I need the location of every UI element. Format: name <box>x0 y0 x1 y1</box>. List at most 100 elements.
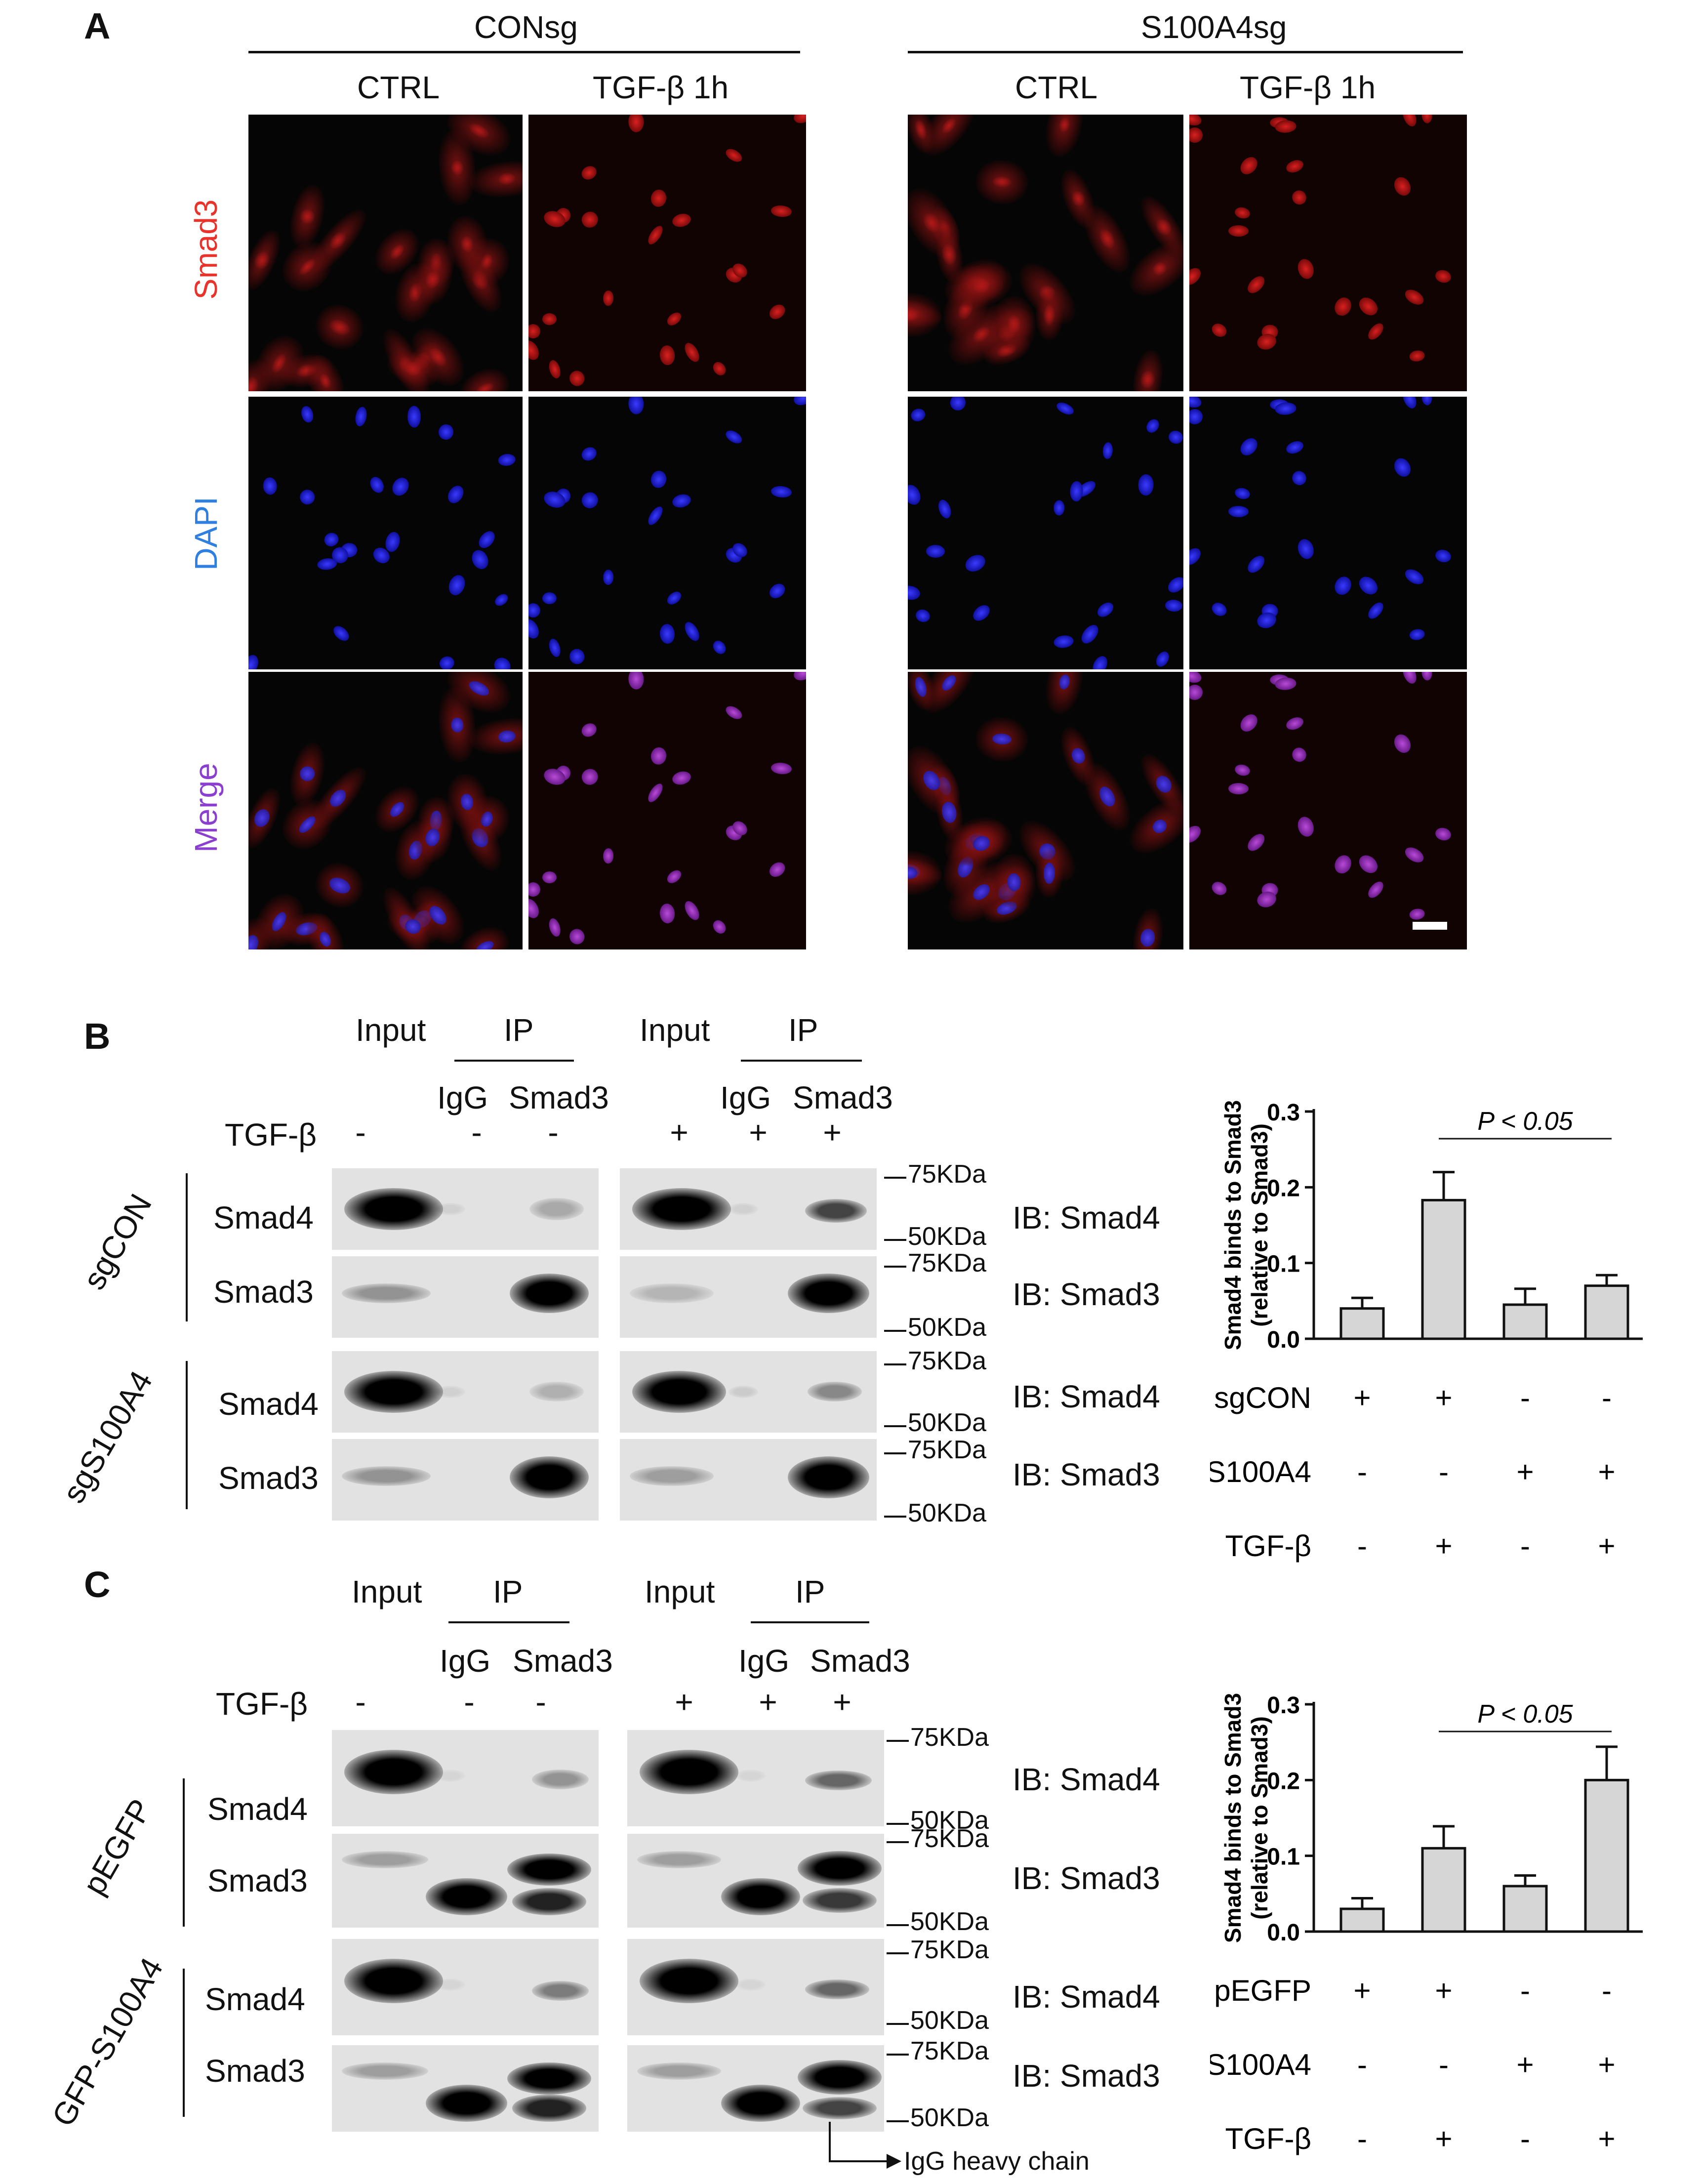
chart-c-condition-mark: + <box>1598 2122 1615 2155</box>
b-band <box>729 1386 758 1398</box>
c-blot-strip <box>627 2045 884 2132</box>
chart-c-bar <box>1339 1907 1385 1933</box>
micrograph-1-2 <box>908 397 1183 669</box>
chart-b-condition-mark: + <box>1435 1529 1452 1563</box>
chart-b-condition-label: TGF-β <box>1225 1529 1311 1563</box>
c-mw-tick <box>887 1740 909 1742</box>
row-label-smad3: Smad3 <box>188 199 224 300</box>
b-tgf-mark: + <box>823 1114 842 1150</box>
chart-c-condition-mark: - <box>1357 2122 1367 2155</box>
c-row-smad4: Smad4 <box>205 1981 305 2017</box>
b-tgf-label: TGF-β <box>225 1117 317 1153</box>
b-ib-1: IB: Smad4 <box>1013 1200 1160 1236</box>
b-band <box>788 1456 869 1498</box>
c-ip-right: IP <box>795 1574 825 1609</box>
heavy-chain-label: IgG heavy chain <box>904 2147 1090 2176</box>
c-mw: 75KDa <box>910 2037 989 2065</box>
c-band <box>803 1888 877 1913</box>
c-band <box>342 1851 428 1868</box>
c-mw: 50KDa <box>910 1907 989 1936</box>
group-label-s100a4sg: S100A4sg <box>1141 9 1287 45</box>
c-ib-2: IB: Smad3 <box>1013 1860 1160 1896</box>
b-mw: 50KDa <box>908 1313 986 1342</box>
b-band <box>805 1199 867 1223</box>
b-blot-strip <box>332 1168 599 1250</box>
c-blot-strip <box>332 2045 599 2132</box>
b-band <box>436 1203 465 1215</box>
b-mw-tick <box>884 1266 906 1268</box>
c-ip-line-right <box>751 1621 869 1623</box>
micrograph-2-0 <box>248 672 523 949</box>
chart-c-y-tick-label: 0.2 <box>1267 1768 1300 1794</box>
b-blot-strip <box>620 1351 877 1433</box>
c-mw: 75KDa <box>910 1936 989 1964</box>
col-label-ctrl-1: CTRL <box>357 70 440 105</box>
col-label-ctrl-2: CTRL <box>1015 70 1098 105</box>
chart-b-condition-mark: + <box>1435 1381 1452 1414</box>
b-mw: 75KDa <box>908 1436 986 1464</box>
row-label-dapi: DAPI <box>188 496 224 571</box>
chart-b-annotation: P < 0.05 <box>1477 1107 1573 1136</box>
c-band <box>436 1770 465 1782</box>
b-mw: 50KDa <box>908 1408 986 1437</box>
b-tgf-mark: + <box>670 1114 689 1150</box>
b-tgf-mark: - <box>471 1114 482 1150</box>
chart-c-condition-label: TGF-β <box>1225 2122 1311 2155</box>
c-band <box>532 1981 589 2001</box>
b-group-line-sgs100a4 <box>186 1361 188 1509</box>
b-group-sgcon: sgCON <box>76 1188 159 1296</box>
c-igg-left: IgG <box>440 1643 491 1679</box>
c-band <box>344 1750 443 1794</box>
b-ib-2: IB: Smad3 <box>1013 1277 1160 1312</box>
b-smad3-left: Smad3 <box>509 1080 609 1115</box>
c-tgf-label: TGF-β <box>216 1686 308 1722</box>
b-band <box>729 1203 758 1215</box>
panel-c-label: C <box>84 1564 111 1605</box>
micrograph-2-2 <box>908 672 1183 949</box>
b-mw-tick <box>884 1239 906 1241</box>
c-band <box>736 1978 766 1991</box>
b-igg-left: IgG <box>437 1080 488 1115</box>
chart-c-ylabel-line: Smad4 binds to Smad3 <box>1220 1693 1246 1943</box>
c-blot-strip <box>332 1939 599 2035</box>
chart-c-condition-mark: - <box>1520 2122 1530 2155</box>
c-band <box>342 2062 428 2080</box>
c-band <box>512 2095 586 2122</box>
c-band <box>426 2085 507 2122</box>
chart-c-condition-mark: - <box>1439 2048 1449 2081</box>
c-mw-tick <box>887 1924 909 1926</box>
c-tgf-mark: + <box>675 1684 693 1720</box>
chart-c-y-tick-label: 0.1 <box>1267 1844 1300 1870</box>
b-smad3-right: Smad3 <box>793 1080 893 1115</box>
b-mw: 75KDa <box>908 1249 986 1277</box>
c-row-smad3: Smad3 <box>205 2053 305 2089</box>
b-igg-right: IgG <box>720 1080 771 1115</box>
b-mw: 75KDa <box>908 1160 986 1189</box>
micrograph-2-3 <box>1189 672 1467 949</box>
chart-c-condition-label: pEGFP <box>1214 1974 1311 2007</box>
group-line-consg <box>248 51 800 53</box>
chart-b-bar <box>1584 1284 1629 1340</box>
chart-c-y-tick-label: 0.0 <box>1267 1920 1300 1946</box>
micrograph-0-3 <box>1189 115 1467 391</box>
chart-c-y-tick-label: 0.3 <box>1267 1692 1300 1719</box>
chart-b-y-tick-label: 0.0 <box>1267 1327 1300 1353</box>
b-row-smad3: Smad3 <box>213 1274 314 1310</box>
b-ip-line-left <box>454 1060 574 1062</box>
b-ip-right: IP <box>788 1012 818 1048</box>
chart-b-y-tick-label: 0.2 <box>1267 1175 1300 1201</box>
chart-b-bar <box>1421 1198 1466 1340</box>
b-mw-tick <box>884 1363 906 1365</box>
c-band <box>640 1959 738 2003</box>
c-band <box>507 1854 591 1886</box>
b-band <box>510 1456 589 1498</box>
b-blot-strip <box>620 1168 877 1250</box>
b-band <box>510 1274 589 1313</box>
chart-c-condition-mark: - <box>1520 1974 1530 2007</box>
b-blot-strip <box>332 1351 599 1433</box>
c-band <box>344 1959 443 2003</box>
b-mw: 50KDa <box>908 1222 986 1251</box>
chart-c-condition-mark: + <box>1435 2122 1452 2155</box>
chart-b-condition-label: sgS100A4 <box>1210 1455 1311 1488</box>
